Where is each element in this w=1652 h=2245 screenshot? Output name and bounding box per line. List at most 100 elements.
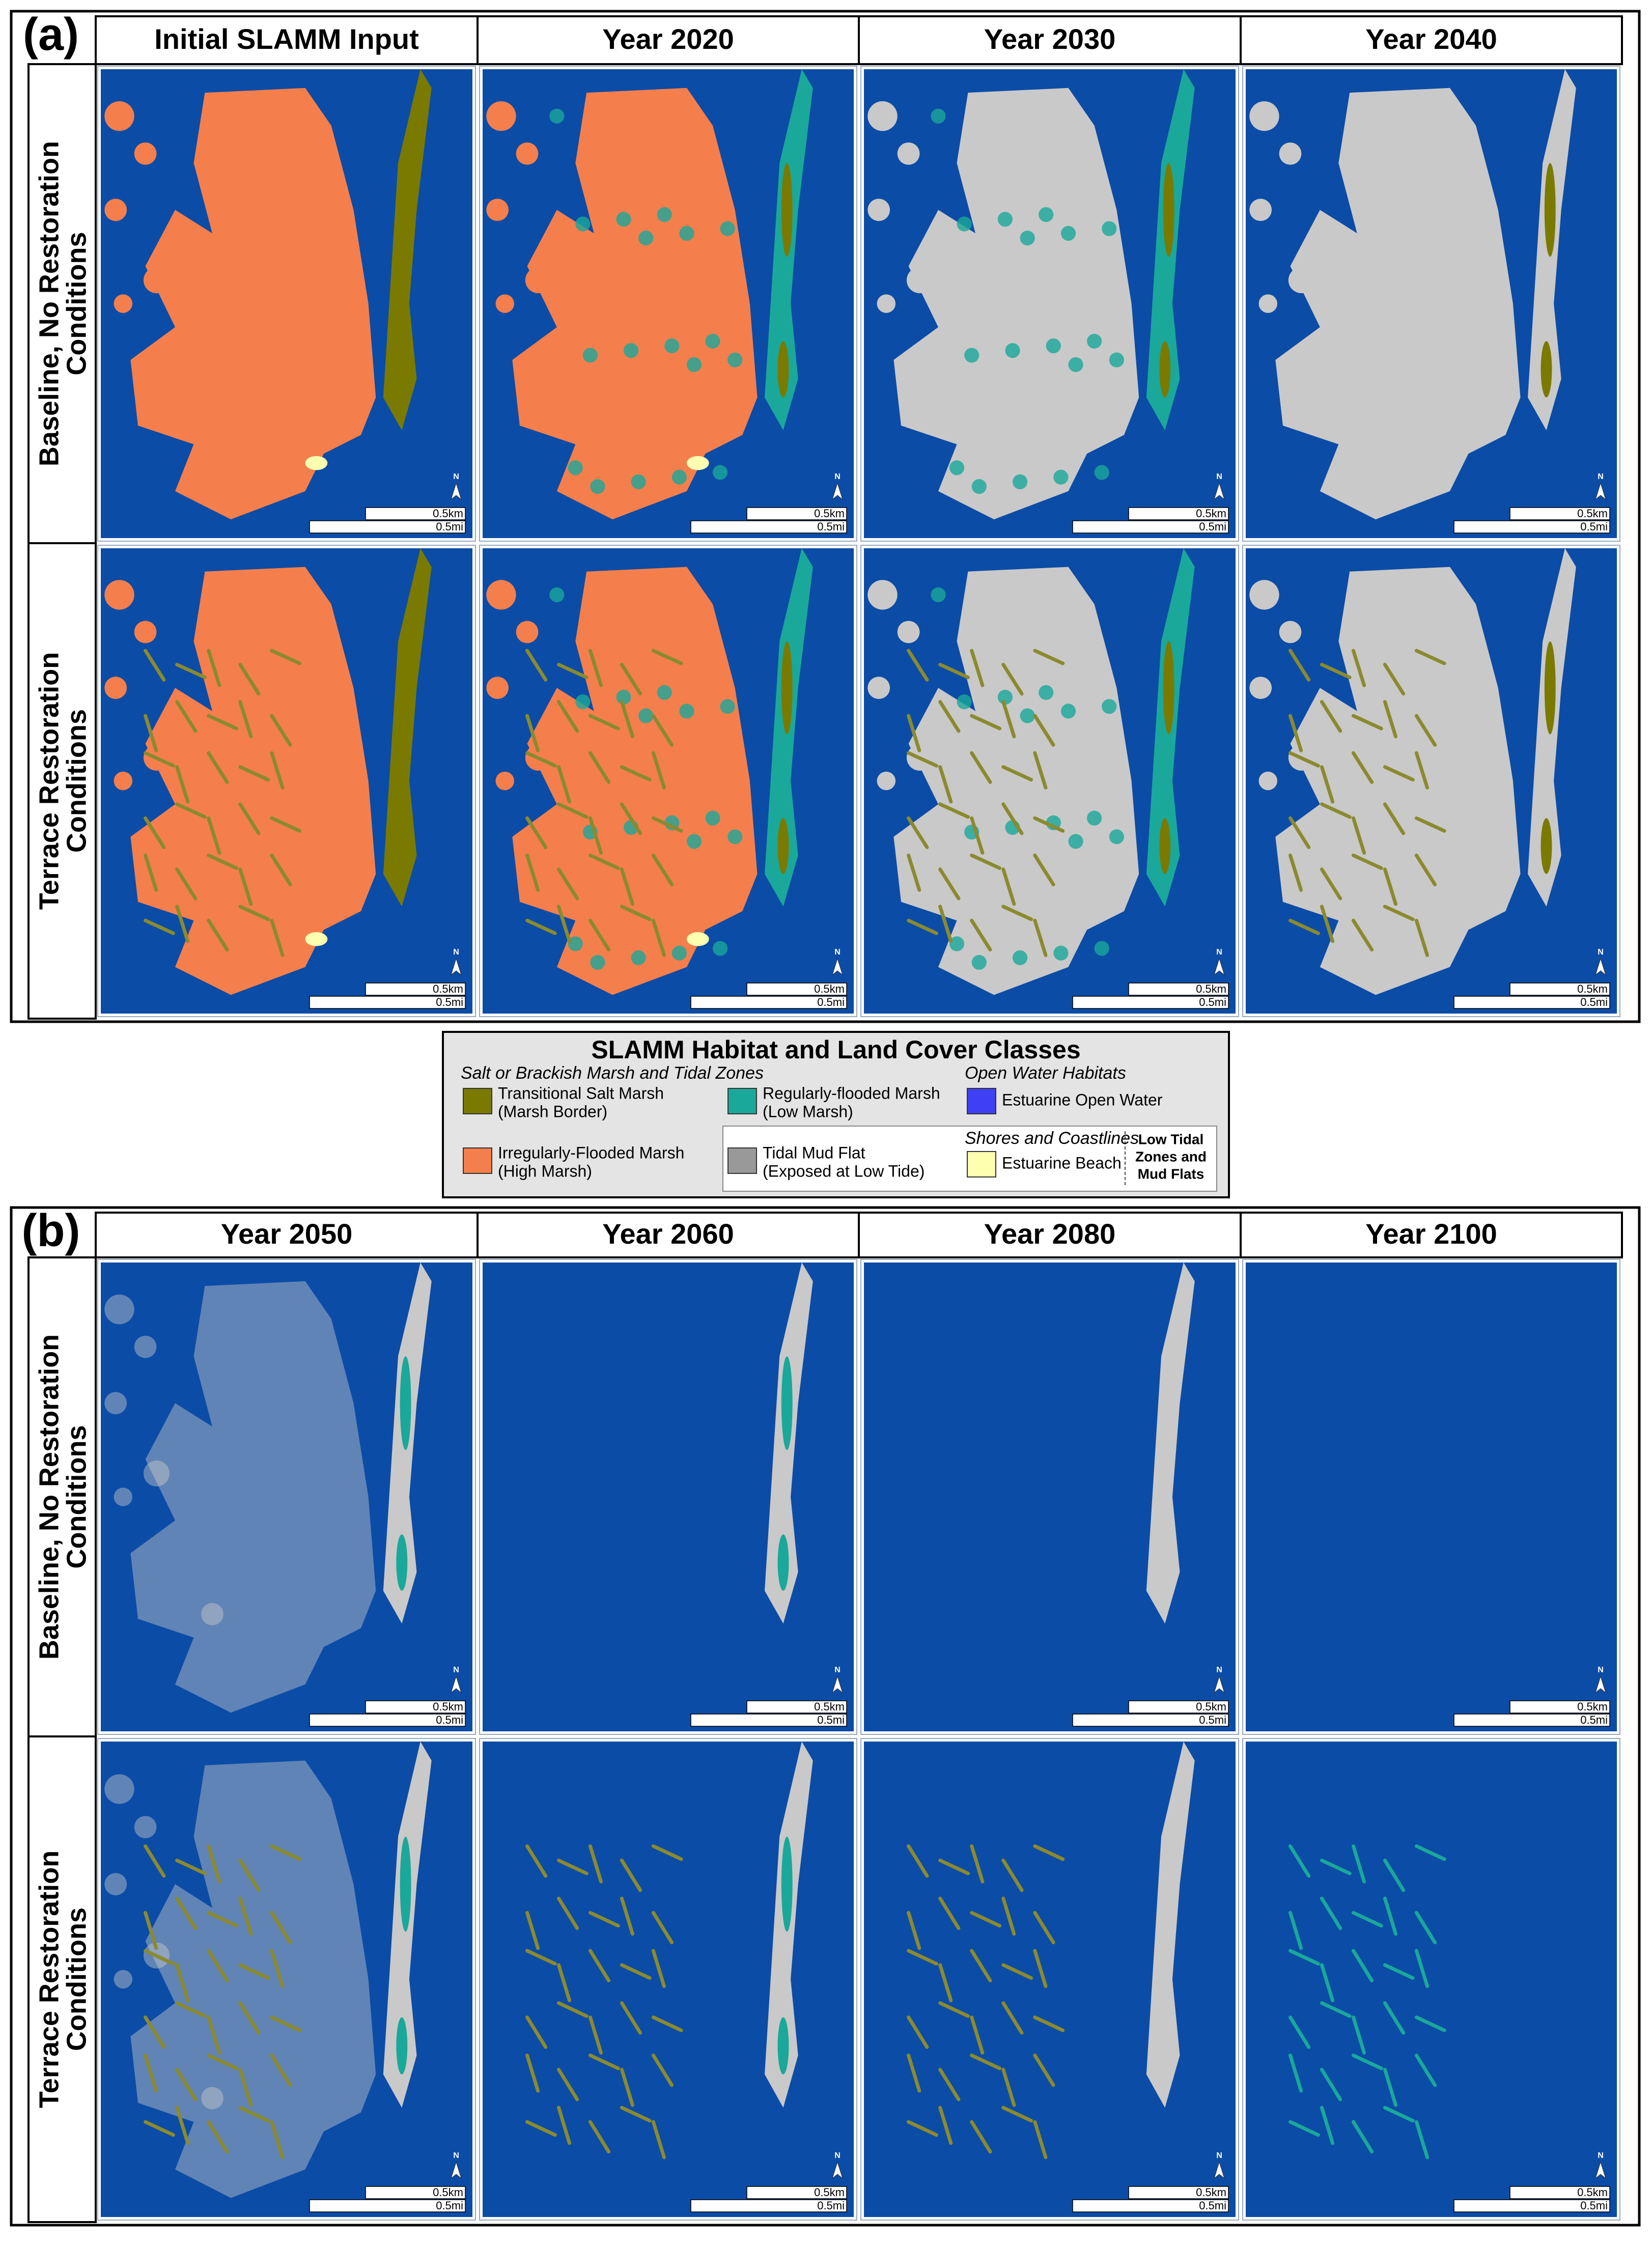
marsh-patch — [1068, 357, 1083, 372]
terrace — [144, 1949, 175, 1966]
terrace — [938, 905, 953, 943]
terrace — [1001, 1896, 1016, 1936]
islet — [1258, 294, 1277, 313]
terrace — [144, 714, 158, 752]
map-frame — [97, 1259, 476, 1735]
land — [893, 88, 1139, 520]
legend-label: (Marsh Border) — [498, 1102, 607, 1120]
terrace — [1351, 918, 1374, 951]
scale-label-km: 0.5km — [1196, 2186, 1226, 2199]
north-arrow — [832, 1675, 843, 1694]
legend-swatch — [967, 1088, 996, 1114]
terrace — [1001, 905, 1033, 921]
scale-bar-km — [1128, 507, 1229, 520]
terrace — [970, 918, 992, 951]
marsh-patch — [1109, 352, 1124, 368]
terrace — [970, 714, 1002, 731]
marsh-patch — [931, 587, 946, 602]
legend-swatch — [727, 1088, 757, 1114]
scale-bar-km — [1128, 983, 1229, 996]
terrace — [175, 700, 198, 733]
terrace — [1351, 2120, 1374, 2154]
marsh-patch — [638, 708, 654, 723]
terrace — [238, 2001, 261, 2035]
terrace — [1351, 714, 1383, 731]
marsh-patch — [679, 226, 694, 241]
north-arrow — [1595, 1675, 1606, 1694]
strip-core — [396, 2017, 408, 2074]
scale-bar-mi — [1072, 996, 1229, 1009]
terrace — [1001, 2106, 1033, 2123]
terrace — [1414, 649, 1446, 665]
terrace — [1414, 2053, 1437, 2087]
legend-swatch — [463, 1147, 492, 1174]
column-header: Year 2080 — [984, 1218, 1115, 1250]
marsh-patch — [1102, 221, 1117, 236]
terrace — [175, 1859, 207, 1875]
north-label: N — [834, 948, 841, 957]
marsh-patch — [1087, 810, 1102, 826]
terrace — [270, 853, 292, 887]
scale-label-km: 0.5km — [1196, 1700, 1226, 1713]
beach — [305, 456, 328, 470]
terrace — [938, 2106, 953, 2145]
terrace — [525, 751, 557, 768]
islet — [134, 1816, 157, 1839]
legend-label: (High Marsh) — [498, 1162, 592, 1180]
scale-bar-mi — [690, 2199, 847, 2212]
terrace — [238, 663, 261, 696]
terrace — [1320, 905, 1335, 943]
map-frame — [97, 545, 476, 1017]
scale-label-mi: 0.5mi — [436, 2199, 463, 2212]
islet — [201, 2087, 223, 2110]
scale-bar-mi — [690, 1714, 847, 1727]
islet — [104, 1392, 127, 1415]
legend-label: Estuarine Open Water — [1002, 1090, 1163, 1109]
row-label: Conditions — [61, 1425, 92, 1569]
scale-bar-km — [1509, 1700, 1610, 1714]
map-frame — [860, 545, 1239, 1017]
terrace — [1320, 2106, 1335, 2145]
north-label: N — [1598, 472, 1604, 481]
terrace — [1383, 2067, 1398, 2107]
scale-bar-mi — [309, 1714, 466, 1727]
terrace — [1320, 1859, 1352, 1875]
column-header: Year 2100 — [1365, 1218, 1497, 1250]
terrace — [588, 918, 611, 951]
islet — [1346, 409, 1368, 432]
terrace — [1351, 1949, 1374, 1982]
terrace — [1383, 905, 1415, 921]
islet — [1249, 580, 1279, 610]
row-label-frame — [27, 1735, 97, 2223]
land — [130, 1760, 376, 2198]
terrace — [907, 918, 938, 935]
terrace — [970, 2015, 985, 2055]
north-arrow — [1214, 1675, 1225, 1694]
marsh-patch — [1053, 469, 1069, 485]
panel-label: (b) — [22, 1205, 80, 1256]
marsh-patch — [1013, 474, 1028, 490]
islet — [201, 1603, 223, 1625]
islet — [143, 1460, 170, 1486]
map-frame — [1242, 1259, 1620, 1735]
strip-core — [400, 163, 411, 257]
legend-note: Zones and — [1135, 1148, 1207, 1164]
row-label: Conditions — [61, 1907, 92, 2051]
north-arrow — [1214, 482, 1225, 500]
islet — [867, 677, 890, 699]
marsh-patch — [616, 212, 631, 227]
terrace — [907, 2053, 921, 2093]
scale-bar-mi — [1453, 2199, 1610, 2212]
marsh-patch — [957, 694, 972, 710]
terrace — [525, 1844, 548, 1878]
map-frame — [860, 66, 1239, 542]
terrace — [238, 802, 261, 835]
marsh-patch — [616, 689, 631, 705]
terrace — [907, 751, 938, 768]
islet — [906, 267, 933, 293]
land — [1275, 567, 1521, 995]
terrace — [651, 1949, 666, 1988]
terrace — [938, 765, 953, 804]
